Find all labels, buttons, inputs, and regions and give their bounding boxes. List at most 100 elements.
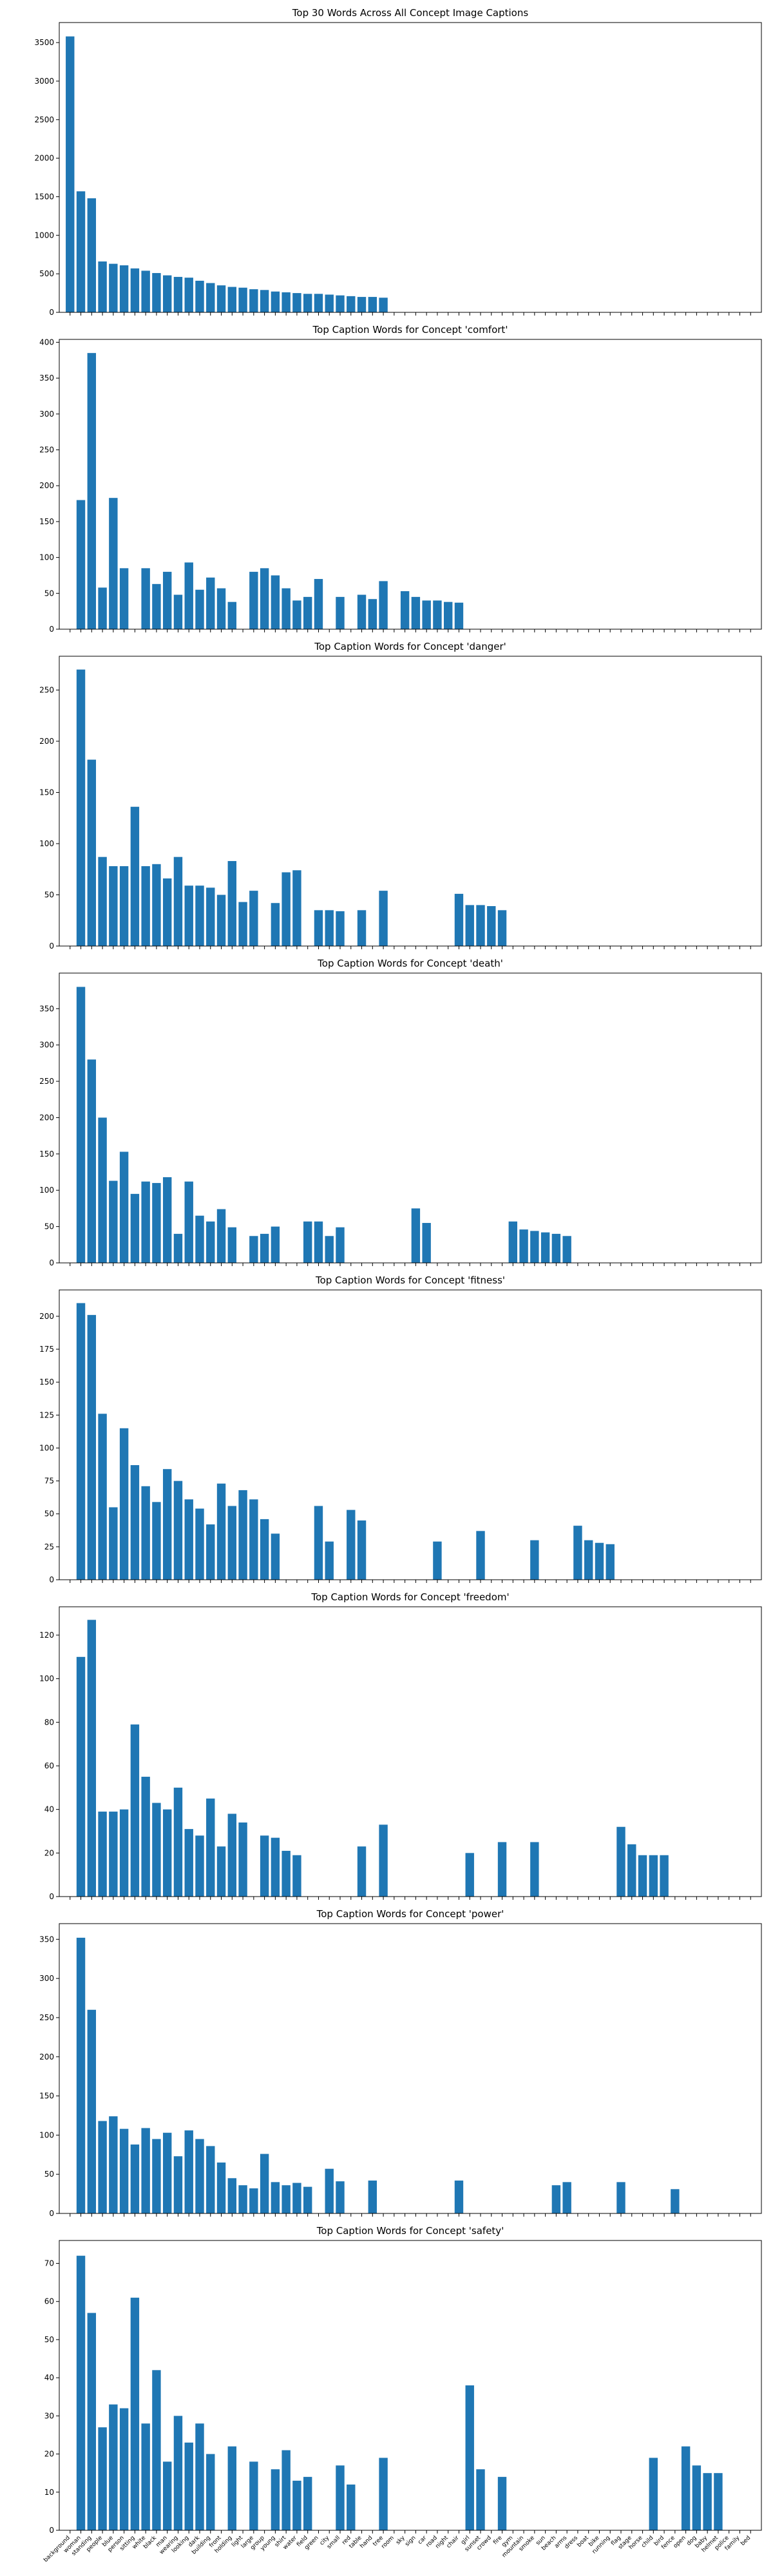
bar (109, 2116, 118, 2213)
axes-frame (59, 972, 762, 1264)
bar (336, 1227, 345, 1263)
bar (282, 2185, 291, 2213)
bar (519, 1229, 528, 1263)
bar (76, 500, 86, 629)
y-tick-label: 50 (44, 2335, 54, 2344)
y-tick-label: 0 (49, 1258, 54, 1267)
bar (433, 600, 442, 629)
bar (551, 2185, 561, 2213)
y-tick-label: 0 (49, 2209, 54, 2218)
bar (98, 1414, 107, 1580)
bar (141, 2128, 150, 2213)
y-tick-label: 2000 (34, 154, 54, 163)
x-tick-label: sign (404, 2535, 417, 2548)
bar (530, 1231, 539, 1263)
bar (130, 806, 140, 946)
bar (227, 861, 237, 946)
bar (497, 2477, 507, 2530)
x-tick-label: bed (740, 2535, 752, 2547)
y-tick-label: 2500 (34, 115, 54, 124)
bar (195, 280, 204, 312)
y-tick-label: 350 (39, 374, 54, 383)
bar (347, 2484, 356, 2530)
bar (282, 872, 291, 946)
y-tick-label: 0 (49, 2526, 54, 2535)
bar (292, 2183, 301, 2213)
bar (671, 2189, 680, 2213)
bar (303, 2477, 312, 2530)
bar (162, 878, 172, 946)
bar (497, 1842, 507, 1897)
bar (162, 275, 172, 312)
bar (206, 283, 215, 312)
bar (152, 1502, 161, 1580)
bar (141, 1776, 150, 1897)
bar (292, 600, 301, 629)
bar (119, 1428, 129, 1580)
bar (184, 1829, 193, 1897)
bar (271, 2182, 280, 2213)
y-tick-label: 250 (39, 1077, 54, 1086)
bar (206, 1221, 215, 1263)
bar (422, 600, 431, 629)
bar (692, 2465, 701, 2530)
bar (109, 1180, 118, 1263)
bar (109, 866, 118, 946)
bar (530, 1540, 539, 1580)
bar (152, 2139, 161, 2213)
y-tick-label: 500 (39, 269, 54, 278)
y-tick-label: 100 (39, 1674, 54, 1683)
bar (195, 1215, 204, 1263)
bar (347, 1510, 356, 1580)
y-tick-label: 3000 (34, 77, 54, 86)
bar (98, 857, 107, 946)
y-tick-label: 175 (39, 1345, 54, 1354)
bar (227, 1814, 237, 1897)
bar (184, 2442, 193, 2530)
bar (141, 866, 150, 946)
bar (152, 864, 161, 946)
bar (271, 1533, 280, 1580)
chart-title: Top Caption Words for Concept 'safety' (316, 2225, 504, 2237)
y-tick-label: 60 (44, 2297, 54, 2306)
bar (141, 1181, 150, 1263)
bar (162, 2461, 172, 2530)
bar (357, 910, 367, 946)
y-tick-label: 70 (44, 2259, 54, 2268)
bar (616, 2182, 625, 2213)
bar (184, 278, 193, 312)
y-tick-label: 80 (44, 1718, 54, 1727)
y-tick-label: 40 (44, 2373, 54, 2382)
y-tick-label: 250 (39, 446, 54, 455)
bar (476, 905, 485, 946)
bar (130, 2144, 140, 2213)
bar (76, 1656, 86, 1897)
bar (292, 293, 301, 312)
y-tick-label: 300 (39, 1974, 54, 1983)
y-tick-label: 400 (39, 337, 54, 346)
bar (271, 1226, 280, 1263)
bar (573, 1526, 582, 1580)
y-tick-label: 50 (44, 2170, 54, 2179)
bar (476, 1531, 485, 1580)
bar (508, 1221, 518, 1263)
bar (152, 1182, 161, 1263)
bar (173, 276, 183, 312)
y-tick-label: 0 (49, 1575, 54, 1584)
bar (314, 1221, 323, 1263)
bar (184, 886, 193, 946)
y-tick-label: 200 (39, 1312, 54, 1321)
y-tick-label: 0 (49, 308, 54, 317)
y-tick-label: 100 (39, 839, 54, 848)
x-tick-label: open (673, 2535, 687, 2550)
bar (336, 2181, 345, 2213)
bar (271, 1837, 280, 1897)
bar (206, 577, 215, 629)
bar (184, 562, 193, 629)
bar (227, 1227, 237, 1263)
bar (173, 2156, 183, 2213)
bar (87, 1059, 97, 1263)
bar (476, 2469, 485, 2530)
bar (379, 298, 388, 312)
bar (336, 2465, 345, 2530)
